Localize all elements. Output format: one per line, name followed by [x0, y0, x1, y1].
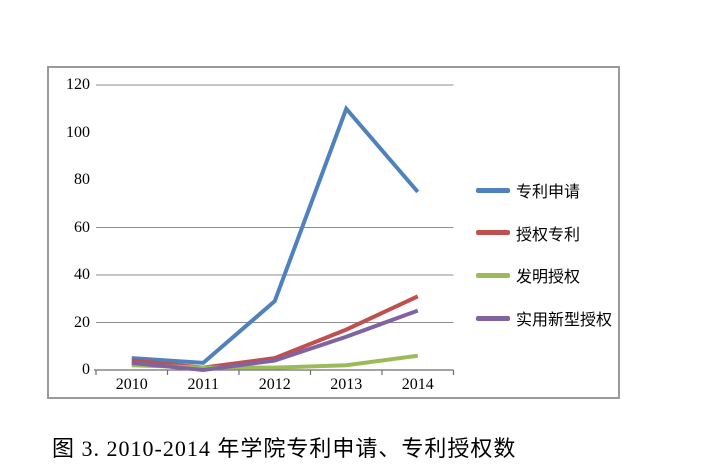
series-line-1 [131, 294, 419, 370]
y-tick-label: 120 [66, 76, 90, 93]
legend-item-3: 实用新型授权 [476, 308, 613, 330]
chart-frame: 0 20 40 60 80 100 120 2010 2011 2012 2013 2014 专利申… [47, 66, 620, 399]
series-line-0 [131, 104, 420, 365]
legend-line-swatch-icon [476, 315, 510, 321]
legend-label: 专利申请 [516, 184, 581, 201]
y-tick-label: 40 [74, 266, 90, 283]
figure-caption: 图 3. 2010-2014 年学院专利申请、专利授权数 [52, 436, 517, 461]
y-tick-label: 80 [74, 171, 90, 188]
series-line-3 [131, 308, 419, 373]
legend-line-swatch-icon [476, 272, 510, 278]
line-chart-plot [94, 84, 455, 375]
y-tick-label: 100 [66, 123, 90, 141]
legend-label: 发明授权 [516, 269, 581, 287]
y-tick-label: 60 [74, 218, 90, 236]
legend-label: 实用新型授权 [516, 312, 613, 330]
x-tick-label: 2012 [258, 376, 291, 393]
x-tick-label: 2011 [187, 376, 219, 393]
legend-line-swatch-icon [476, 187, 510, 193]
x-tick-label: 2014 [401, 376, 434, 393]
y-tick-label: 0 [82, 361, 90, 378]
legend-item-2: 发明授权 [476, 265, 581, 287]
y-tick-label: 20 [74, 313, 90, 331]
x-tick-label: 2010 [115, 376, 148, 393]
legend-line-swatch-icon [476, 230, 510, 236]
legend-item-1: 授权专利 [476, 223, 581, 244]
x-tick-label: 2013 [330, 376, 363, 393]
legend-item-0: 专利申请 [476, 180, 581, 201]
legend-label: 授权专利 [516, 226, 581, 244]
